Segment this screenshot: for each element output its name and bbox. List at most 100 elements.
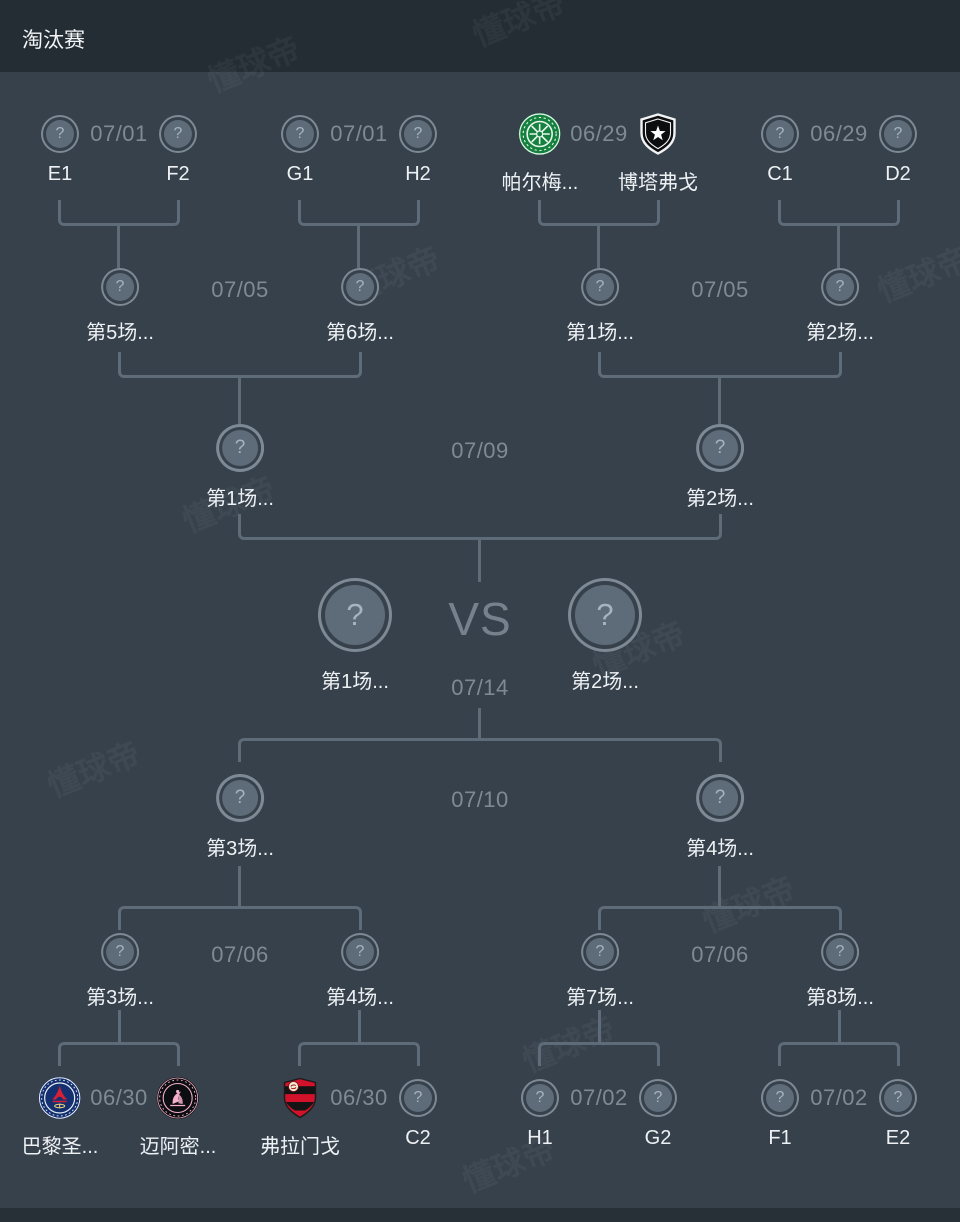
connector-stem bbox=[718, 378, 721, 424]
psg-logo bbox=[38, 1076, 82, 1120]
team-label: 第3场... bbox=[206, 838, 274, 860]
unknown-team-icon: ? bbox=[46, 120, 74, 148]
team-slot-palmeiras[interactable]: 帕尔梅... bbox=[501, 112, 579, 195]
team-label: 第1场... bbox=[321, 671, 389, 693]
connector-stem bbox=[357, 226, 360, 268]
unknown-team-icon: ? bbox=[164, 120, 192, 148]
unknown-team-icon: ? bbox=[825, 273, 854, 301]
team-slot-h1: ? H1 bbox=[521, 1079, 559, 1150]
unknown-team-icon: ? bbox=[575, 585, 635, 645]
question-mark: ? bbox=[595, 278, 605, 295]
match-date: 07/01 bbox=[330, 121, 388, 146]
team-slot-qf-match2: ? 第2场... bbox=[806, 268, 874, 345]
connector-split bbox=[298, 1042, 420, 1066]
connector-join bbox=[238, 514, 722, 540]
unknown-team-icon: ? bbox=[585, 273, 614, 301]
connector-stem bbox=[478, 708, 481, 738]
watermark: 懂球帝 bbox=[697, 870, 801, 940]
team-label: 第8场... bbox=[806, 987, 874, 1009]
team-label: C1 bbox=[767, 163, 793, 185]
unknown-team-icon: ? bbox=[345, 938, 374, 966]
question-mark: ? bbox=[55, 125, 65, 142]
team-slot-psg[interactable]: 巴黎圣... bbox=[21, 1076, 99, 1159]
unknown-team-icon: ? bbox=[884, 120, 912, 148]
team-label: E1 bbox=[47, 163, 73, 185]
connector-stem bbox=[238, 866, 241, 906]
team-slot-e2: ? E2 bbox=[879, 1079, 917, 1150]
connector-stem bbox=[238, 378, 241, 424]
match-date: 06/29 bbox=[810, 121, 868, 146]
team-slot-f1: ? F1 bbox=[761, 1079, 799, 1150]
match-date: 07/09 bbox=[451, 438, 509, 463]
unknown-team-icon: ? bbox=[825, 938, 854, 966]
team-slot-qf-match7: ? 第7场... bbox=[566, 933, 634, 1010]
match-date: 07/06 bbox=[211, 942, 269, 967]
team-label: 第2场... bbox=[686, 488, 754, 510]
question-mark: ? bbox=[835, 278, 845, 295]
question-mark: ? bbox=[775, 125, 785, 142]
team-label: 弗拉门戈 bbox=[260, 1136, 340, 1158]
team-label: 第6场... bbox=[326, 322, 394, 344]
team-slot-inter-miami[interactable]: 迈阿密... bbox=[140, 1076, 216, 1159]
connector-stem bbox=[837, 226, 840, 268]
team-slot-sf1-away: ? 第2场... bbox=[686, 424, 754, 511]
final-vs-label: VS bbox=[448, 593, 512, 645]
match-date: 07/05 bbox=[211, 277, 269, 302]
connector-stem bbox=[358, 1010, 361, 1042]
question-mark: ? bbox=[115, 943, 125, 960]
question-mark: ? bbox=[714, 787, 726, 808]
connector-stem bbox=[838, 1010, 841, 1042]
unknown-team-icon: ? bbox=[585, 938, 614, 966]
question-mark: ? bbox=[775, 1089, 785, 1106]
team-label: 帕尔梅... bbox=[501, 172, 579, 194]
question-mark: ? bbox=[596, 597, 614, 632]
unknown-team-icon: ? bbox=[766, 1084, 794, 1112]
team-slot-qf-match5: ? 第5场... bbox=[86, 268, 154, 345]
match-date: 07/02 bbox=[810, 1085, 868, 1110]
team-label: 第4场... bbox=[326, 987, 394, 1009]
team-slot-sf1-home: ? 第1场... bbox=[206, 424, 274, 511]
question-mark: ? bbox=[893, 1089, 903, 1106]
team-slot-qf-match6: ? 第6场... bbox=[326, 268, 394, 345]
unknown-team-icon: ? bbox=[105, 938, 134, 966]
connector-stem bbox=[718, 866, 721, 906]
team-slot-g1: ? G1 bbox=[281, 115, 319, 186]
team-slot-flamengo[interactable]: 弗拉门戈 bbox=[260, 1076, 340, 1159]
team-label: 博塔弗戈 bbox=[618, 172, 698, 194]
team-label: 第1场... bbox=[566, 322, 634, 344]
team-slot-qf-match1: ? 第1场... bbox=[566, 268, 634, 345]
team-label: E2 bbox=[885, 1127, 911, 1149]
question-mark: ? bbox=[835, 943, 845, 960]
inter-miami-logo bbox=[156, 1076, 200, 1120]
connector-split bbox=[598, 906, 842, 930]
question-mark: ? bbox=[173, 125, 183, 142]
team-slot-g2: ? G2 bbox=[639, 1079, 677, 1150]
connector-stem bbox=[598, 1010, 601, 1042]
connector-split bbox=[538, 1042, 660, 1066]
unknown-team-icon: ? bbox=[701, 430, 738, 466]
team-slot-qf-match4: ? 第4场... bbox=[326, 933, 394, 1010]
header-bar: 淘汰赛 bbox=[0, 0, 960, 72]
question-mark: ? bbox=[653, 1089, 663, 1106]
match-date: 06/30 bbox=[90, 1085, 148, 1110]
team-slot-qf-match8: ? 第8场... bbox=[806, 933, 874, 1010]
question-mark: ? bbox=[234, 437, 246, 458]
team-label: 第2场... bbox=[806, 322, 874, 344]
unknown-team-icon: ? bbox=[701, 780, 738, 816]
match-date: 06/29 bbox=[570, 121, 628, 146]
team-slot-f2: ? F2 bbox=[159, 115, 197, 186]
team-label: G2 bbox=[644, 1127, 672, 1149]
connector-split bbox=[58, 1042, 180, 1066]
unknown-team-icon: ? bbox=[766, 120, 794, 148]
palmeiras-logo bbox=[518, 112, 562, 156]
team-label: 巴黎圣... bbox=[21, 1136, 99, 1158]
connector-join bbox=[58, 200, 180, 226]
unknown-team-icon: ? bbox=[345, 273, 374, 301]
bottom-bar bbox=[0, 1208, 960, 1222]
team-slot-qf-match3: ? 第3场... bbox=[86, 933, 154, 1010]
team-label: 第4场... bbox=[686, 838, 754, 860]
connector-stem bbox=[478, 540, 481, 582]
connector-join bbox=[778, 200, 900, 226]
team-slot-botafogo[interactable]: 博塔弗戈 bbox=[618, 112, 698, 195]
